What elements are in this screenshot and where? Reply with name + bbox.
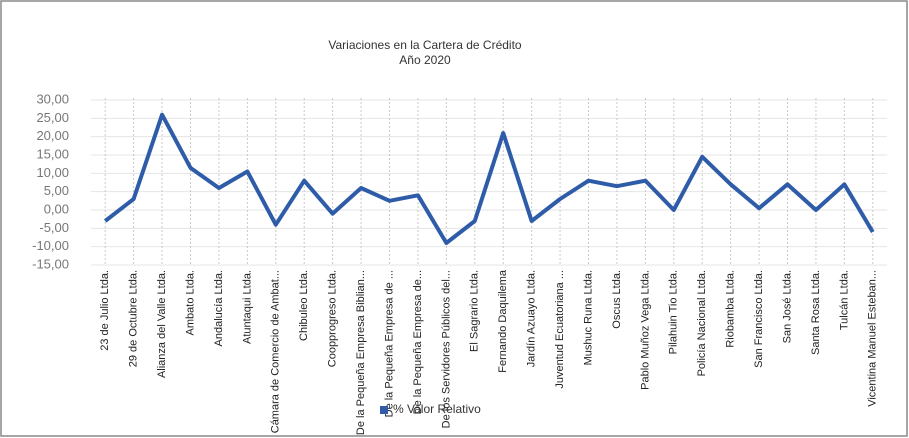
x-tick-label: El Sagrario Ltda. [469, 270, 481, 352]
x-tick-label: Policía Nacional Ltda. [696, 270, 708, 376]
data-line [103, 112, 875, 245]
x-tick-label: Riobamba Ltda. [725, 270, 737, 348]
x-tick-label: Oscus Ltda. [611, 270, 623, 329]
y-tick-label: 20,00 [36, 128, 69, 143]
x-tick-label: De la Pequeña Empresa de... [412, 270, 424, 414]
x-tick-label: Juventud Ecuatoriana ... [554, 270, 566, 389]
y-tick-label: 0,00 [44, 201, 69, 216]
y-tick-label: 10,00 [36, 165, 69, 180]
x-tick-label: Ambato Ltda. [184, 270, 196, 335]
x-tick-label: Fernando Daquilema [497, 269, 509, 373]
x-tick-label: Coopprogreso Ltda. [327, 270, 339, 367]
y-tick-label: 5,00 [44, 183, 69, 198]
x-tick-label: San Francisco Ltda. [753, 270, 765, 368]
x-tick-label: De la Pequeña Empresa de ... [383, 270, 395, 417]
x-tick-label: San José Ltda. [781, 270, 793, 343]
x-tick-label: Mushuc Runa Ltda. [582, 270, 594, 365]
chart-subtitle: Año 2020 [399, 53, 451, 67]
y-tick-label: 25,00 [36, 110, 69, 125]
x-tick-label: Chibuleo Ltda. [298, 270, 310, 341]
x-tick-label: Andalucía Ltda. [213, 270, 225, 346]
x-tick-label: De la Pequeña Empresa Biblian... [355, 270, 367, 435]
x-tick-label: Santa Rosa Ltda. [810, 270, 822, 355]
legend-swatch [380, 406, 388, 414]
x-tick-label: Vicentina Manuel Esteban... [867, 270, 879, 407]
x-tick-label: Atuntaqui Ltda. [241, 270, 253, 344]
x-tick-label: Alianza del Valle Ltda. [156, 270, 168, 378]
x-tick-label: Cámara de Comercio de Ambat... [270, 270, 282, 433]
legend-label: % Valor Relativo [393, 402, 481, 416]
chart-title: Variaciones en la Cartera de Crédito [328, 38, 522, 52]
y-tick-label: -5,00 [39, 220, 69, 235]
y-tick-label: 30,00 [36, 91, 69, 106]
x-tick-label: 29 de Octubre Ltda. [128, 270, 140, 367]
x-tick-label: Pilahuin Tio Ltda. [668, 270, 680, 354]
y-tick-label: 15,00 [36, 146, 69, 161]
x-tick-label: 23 de Julio Ltda. [99, 270, 111, 351]
y-tick-label: -10,00 [32, 238, 69, 253]
x-tick-label: Pablo Muñoz Vega Ltda. [639, 270, 651, 390]
x-tick-label: De los Servidores Públicos del... [440, 270, 452, 428]
y-tick-label: -15,00 [32, 256, 69, 271]
x-tick-label: Jardín Azuayo Ltda. [526, 270, 538, 367]
x-tick-label: Tulcán Ltda. [838, 270, 850, 330]
